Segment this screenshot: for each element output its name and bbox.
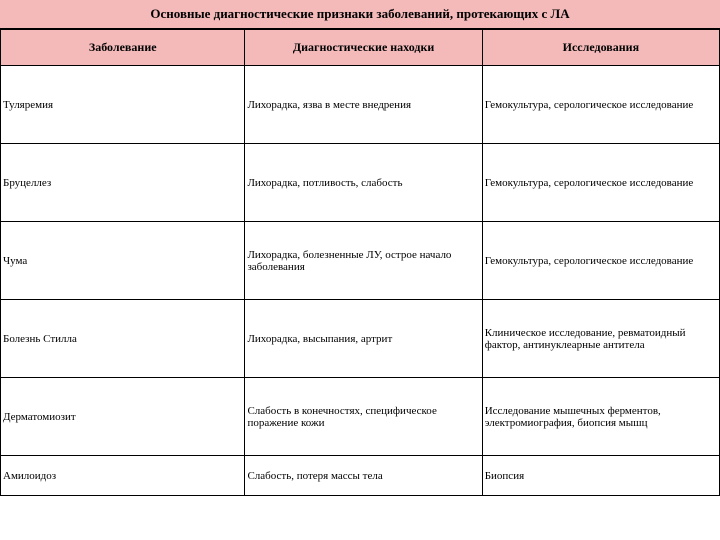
header-row: Заболевание Диагностические находки Иссл… [1, 30, 720, 66]
cell-tests: Гемокультура, серологическое исследовани… [482, 144, 719, 222]
cell-disease: Туляремия [1, 66, 245, 144]
cell-tests: Гемокультура, серологическое исследовани… [482, 222, 719, 300]
cell-findings: Лихорадка, высыпания, артрит [245, 300, 482, 378]
cell-tests: Клиническое исследование, ревматоидный ф… [482, 300, 719, 378]
cell-disease: Болезнь Стилла [1, 300, 245, 378]
cell-disease: Дерматомиозит [1, 378, 245, 456]
cell-disease: Чума [1, 222, 245, 300]
diagnostic-table: Заболевание Диагностические находки Иссл… [0, 29, 720, 496]
cell-tests: Гемокультура, серологическое исследовани… [482, 66, 719, 144]
table-row: Амилоидоз Слабость, потеря массы тела Би… [1, 456, 720, 496]
cell-findings: Слабость в конечностях, специфическое по… [245, 378, 482, 456]
table-row: Бруцеллез Лихорадка, потливость, слабост… [1, 144, 720, 222]
col-header-disease: Заболевание [1, 30, 245, 66]
table-body: Туляремия Лихорадка, язва в месте внедре… [1, 66, 720, 496]
cell-tests: Исследование мышечных ферментов, электро… [482, 378, 719, 456]
table-row: Болезнь Стилла Лихорадка, высыпания, арт… [1, 300, 720, 378]
col-header-tests: Исследования [482, 30, 719, 66]
cell-findings: Лихорадка, потливость, слабость [245, 144, 482, 222]
table-row: Дерматомиозит Слабость в конечностях, сп… [1, 378, 720, 456]
cell-findings: Лихорадка, болезненные ЛУ, острое начало… [245, 222, 482, 300]
table-row: Туляремия Лихорадка, язва в месте внедре… [1, 66, 720, 144]
table-row: Чума Лихорадка, болезненные ЛУ, острое н… [1, 222, 720, 300]
cell-findings: Лихорадка, язва в месте внедрения [245, 66, 482, 144]
cell-disease: Бруцеллез [1, 144, 245, 222]
cell-findings: Слабость, потеря массы тела [245, 456, 482, 496]
col-header-findings: Диагностические находки [245, 30, 482, 66]
cell-tests: Биопсия [482, 456, 719, 496]
table-title: Основные диагностические признаки заболе… [0, 0, 720, 29]
cell-disease: Амилоидоз [1, 456, 245, 496]
